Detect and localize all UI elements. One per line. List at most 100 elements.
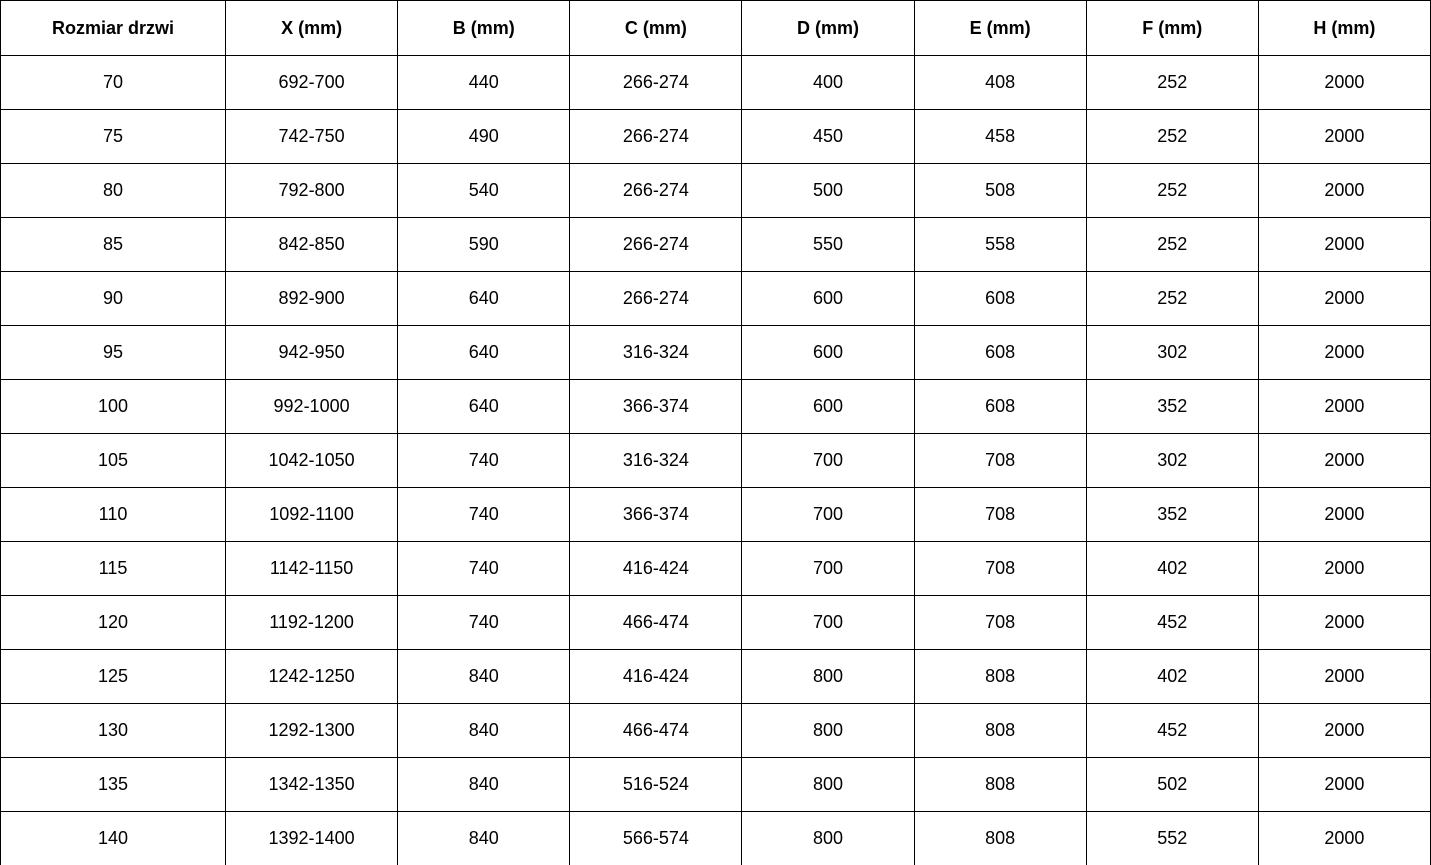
table-cell: 640 [397,271,571,326]
table-cell: 450 [741,109,915,164]
table-cell: 892-900 [224,271,399,326]
table-cell: 942-950 [224,325,399,380]
table-cell: 366-374 [569,487,743,542]
table-cell: 992-1000 [224,379,399,434]
table-cell: 408 [913,55,1087,110]
table-cell: 708 [913,433,1087,488]
table-cell: 792-800 [224,163,399,218]
table-cell: 110 [0,487,226,542]
table-cell: 2000 [1257,325,1431,380]
table-cell: 2000 [1257,595,1431,650]
table-cell: 740 [397,541,571,596]
table-cell: 808 [913,757,1087,812]
table-cell: 466-474 [569,595,743,650]
table-cell: 366-374 [569,379,743,434]
table-cell: 100 [0,379,226,434]
table-cell: 1292-1300 [224,703,399,758]
table-cell: 302 [1085,433,1259,488]
table-cell: 120 [0,595,226,650]
table-cell: 800 [741,703,915,758]
table-cell: 115 [0,541,226,596]
table-cell: 402 [1085,649,1259,704]
table-row: 95 942-950 640 316-324 600 608 302 2000 [0,325,1431,380]
table-cell: 80 [0,163,226,218]
table-cell: 135 [0,757,226,812]
table-cell: 740 [397,487,571,542]
column-header: C (mm) [569,0,743,56]
table-cell: 540 [397,163,571,218]
table-cell: 2000 [1257,271,1431,326]
table-cell: 800 [741,649,915,704]
table-cell: 2000 [1257,217,1431,272]
table-cell: 842-850 [224,217,399,272]
table-cell: 700 [741,595,915,650]
table-cell: 500 [741,163,915,218]
table-cell: 466-474 [569,703,743,758]
column-header: F (mm) [1085,0,1259,56]
table-cell: 640 [397,325,571,380]
table-cell: 352 [1085,379,1259,434]
table-cell: 266-274 [569,217,743,272]
table-cell: 1342-1350 [224,757,399,812]
table-cell: 600 [741,325,915,380]
table-cell: 1192-1200 [224,595,399,650]
table-cell: 266-274 [569,271,743,326]
column-header: X (mm) [224,0,399,56]
table-cell: 700 [741,487,915,542]
table-row: 140 1392-1400 840 566-574 800 808 552 2000 [0,811,1431,865]
table-cell: 2000 [1257,541,1431,596]
table-cell: 140 [0,811,226,865]
table-row: 135 1342-1350 840 516-524 800 808 502 2000 [0,757,1431,812]
table-cell: 402 [1085,541,1259,596]
table-cell: 302 [1085,325,1259,380]
table-cell: 452 [1085,703,1259,758]
table-row: 80 792-800 540 266-274 500 508 252 2000 [0,163,1431,218]
table-cell: 400 [741,55,915,110]
table-cell: 130 [0,703,226,758]
table-cell: 266-274 [569,109,743,164]
table-cell: 252 [1085,217,1259,272]
table-cell: 490 [397,109,571,164]
table-cell: 2000 [1257,703,1431,758]
table-cell: 608 [913,271,1087,326]
table-cell: 708 [913,595,1087,650]
column-header: E (mm) [913,0,1087,56]
table-cell: 516-524 [569,757,743,812]
table-cell: 700 [741,433,915,488]
table-cell: 2000 [1257,433,1431,488]
table-cell: 608 [913,325,1087,380]
table-cell: 316-324 [569,433,743,488]
table-cell: 85 [0,217,226,272]
table-cell: 740 [397,595,571,650]
table-cell: 608 [913,379,1087,434]
table-cell: 808 [913,649,1087,704]
table-cell: 1142-1150 [224,541,399,596]
table-cell: 700 [741,541,915,596]
table-cell: 808 [913,811,1087,865]
table-cell: 840 [397,703,571,758]
table-cell: 1092-1100 [224,487,399,542]
column-header: D (mm) [741,0,915,56]
table-cell: 800 [741,811,915,865]
table-cell: 590 [397,217,571,272]
table-header-row: Rozmiar drzwi X (mm) B (mm) C (mm) D (mm) E (… [0,0,1431,56]
table-cell: 2000 [1257,379,1431,434]
table-cell: 600 [741,271,915,326]
table-cell: 840 [397,757,571,812]
table-cell: 552 [1085,811,1259,865]
table-cell: 440 [397,55,571,110]
table-row: 100 992-1000 640 366-374 600 608 352 2000 [0,379,1431,434]
table-cell: 840 [397,649,571,704]
table-cell: 70 [0,55,226,110]
table-cell: 266-274 [569,163,743,218]
table-cell: 458 [913,109,1087,164]
table-cell: 742-750 [224,109,399,164]
table-cell: 2000 [1257,811,1431,865]
table-cell: 550 [741,217,915,272]
table-row: 115 1142-1150 740 416-424 700 708 402 2000 [0,541,1431,596]
table-cell: 252 [1085,109,1259,164]
column-header: Rozmiar drzwi [0,0,226,56]
table-header: Rozmiar drzwi X (mm) B (mm) C (mm) D (mm) E (… [0,0,1431,56]
table-cell: 2000 [1257,757,1431,812]
